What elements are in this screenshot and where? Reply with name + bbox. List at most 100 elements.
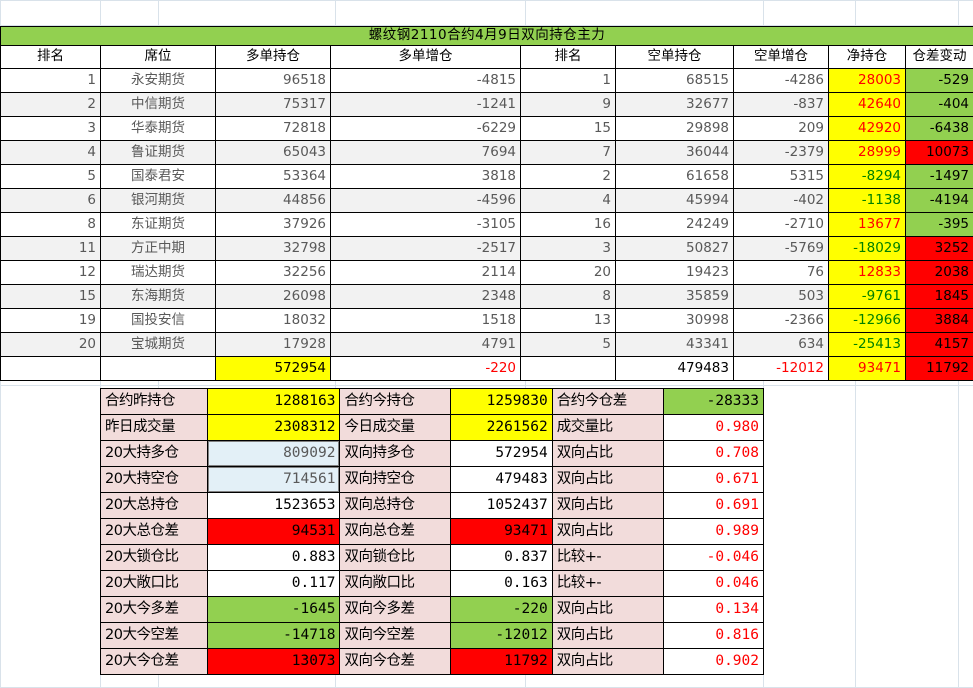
- cell-long-change: 7694: [331, 141, 521, 165]
- cell-seat-name: 中信期货: [101, 93, 216, 117]
- summary-value-right: 0.691: [663, 493, 763, 519]
- cell-position-diff: -6438: [906, 117, 973, 141]
- cell-long-rank: 20: [1, 333, 101, 357]
- summary-label-right: 双向占比: [552, 623, 663, 649]
- summary-value-right: 0.671: [663, 467, 763, 493]
- cell-long-oi: 32256: [216, 261, 331, 285]
- summary-value-right: 0.980: [663, 415, 763, 441]
- summary-value-right: 0.816: [663, 623, 763, 649]
- summary-value-mid: 572954: [451, 441, 552, 467]
- summary-label-mid: 今日成交量: [340, 415, 451, 441]
- cell-short-change: -2379: [734, 141, 829, 165]
- cell-seat-name: 东证期货: [101, 213, 216, 237]
- summary-label-right: 合约今仓差: [552, 389, 663, 415]
- summary-value-right: 0.134: [663, 597, 763, 623]
- summary-label-left: 20大锁仓比: [101, 545, 208, 571]
- cell-long-rank: 8: [1, 213, 101, 237]
- cell-short-rank: 13: [521, 309, 616, 333]
- summary-value-right: -28333: [663, 389, 763, 415]
- cell-long-change: -6229: [331, 117, 521, 141]
- cell-long-change: 2348: [331, 285, 521, 309]
- main-positions-table: 螺纹钢2110合约4月9日双向持仓主力排名席位多单持仓多单增仓排名空单持仓空单增…: [0, 26, 973, 381]
- cell-short-oi: 45994: [616, 189, 734, 213]
- cell-short-rank: 5: [521, 333, 616, 357]
- cell-long-oi: 17928: [216, 333, 331, 357]
- summary-label-right: 双向占比: [552, 649, 663, 675]
- cell-short-change: -837: [734, 93, 829, 117]
- cell-short-change: 209: [734, 117, 829, 141]
- summary-label-mid: 双向今多差: [340, 597, 451, 623]
- total-long-rank: [1, 357, 101, 381]
- summary-label-mid: 双向持多仓: [340, 441, 451, 467]
- summary-value-mid: 0.837: [451, 545, 552, 571]
- cell-long-oi: 26098: [216, 285, 331, 309]
- total-short-change: -12012: [734, 357, 829, 381]
- summary-label-mid: 双向总仓差: [340, 519, 451, 545]
- summary-value-left: 1288163: [207, 389, 340, 415]
- summary-label-mid: 合约今持仓: [340, 389, 451, 415]
- cell-long-change: -4815: [331, 69, 521, 93]
- summary-label-right: 双向占比: [552, 519, 663, 545]
- cell-net-position: 13677: [829, 213, 906, 237]
- summary-label-left: 20大今空差: [101, 623, 208, 649]
- cell-long-change: -1241: [331, 93, 521, 117]
- cell-short-rank: 4: [521, 189, 616, 213]
- cell-short-oi: 19423: [616, 261, 734, 285]
- summary-label-mid: 双向今仓差: [340, 649, 451, 675]
- cell-net-position: -1138: [829, 189, 906, 213]
- cell-position-diff: -529: [906, 69, 973, 93]
- cell-long-oi: 75317: [216, 93, 331, 117]
- column-header-0: 排名: [1, 46, 101, 69]
- cell-long-oi: 65043: [216, 141, 331, 165]
- cell-short-rank: 9: [521, 93, 616, 117]
- grid-hline: [0, 385, 973, 386]
- cell-net-position: 42920: [829, 117, 906, 141]
- summary-value-left: 13073: [207, 649, 340, 675]
- cell-short-oi: 29898: [616, 117, 734, 141]
- cell-long-rank: 2: [1, 93, 101, 117]
- cell-position-diff: 1845: [906, 285, 973, 309]
- cell-net-position: -8294: [829, 165, 906, 189]
- cell-short-oi: 61658: [616, 165, 734, 189]
- summary-value-left: 714561: [207, 467, 340, 493]
- summary-label-right: 比较+-: [552, 571, 663, 597]
- cell-long-rank: 12: [1, 261, 101, 285]
- cell-short-change: -2710: [734, 213, 829, 237]
- cell-short-change: -402: [734, 189, 829, 213]
- cell-short-rank: 7: [521, 141, 616, 165]
- cell-short-change: 634: [734, 333, 829, 357]
- cell-seat-name: 国泰君安: [101, 165, 216, 189]
- cell-short-change: -4286: [734, 69, 829, 93]
- grid-hline: [0, 0, 973, 1]
- cell-short-change: 5315: [734, 165, 829, 189]
- cell-short-oi: 43341: [616, 333, 734, 357]
- total-net-position: 93471: [829, 357, 906, 381]
- cell-long-oi: 18032: [216, 309, 331, 333]
- cell-long-rank: 4: [1, 141, 101, 165]
- cell-net-position: 28003: [829, 69, 906, 93]
